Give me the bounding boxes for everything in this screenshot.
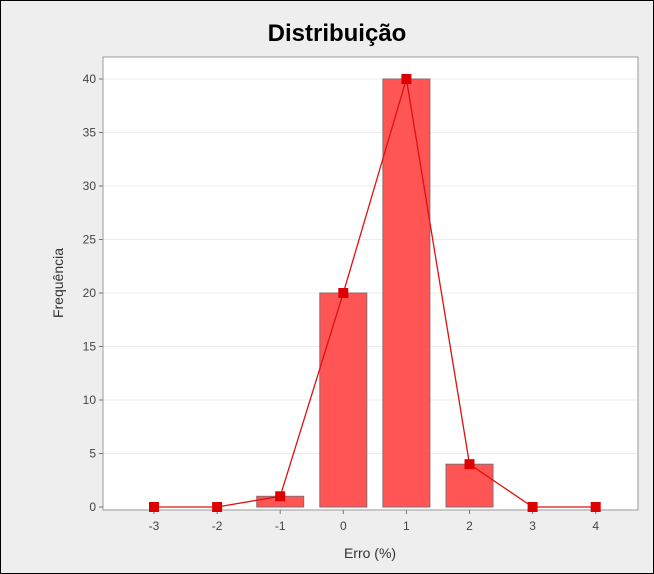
x-tick-label: -2 xyxy=(212,519,223,533)
line-series xyxy=(149,74,601,512)
y-tick-label: 10 xyxy=(83,393,97,407)
grid-lines xyxy=(104,78,637,454)
line-marker-3 xyxy=(527,502,538,512)
line-marker-2 xyxy=(464,459,475,470)
y-tick-label: 30 xyxy=(83,179,97,193)
bar-0 xyxy=(319,292,368,508)
x-tick-label: 0 xyxy=(340,519,347,533)
line-marker--1 xyxy=(275,491,286,502)
bar-1 xyxy=(382,78,431,508)
y-tick-label: 0 xyxy=(89,500,96,514)
y-tick-label: 25 xyxy=(83,233,97,247)
y-tick-label: 20 xyxy=(83,286,97,300)
y-axis: 0 5 10 15 20 25 30 35 40 xyxy=(83,72,103,514)
series-line xyxy=(154,78,596,508)
line-marker-4 xyxy=(590,502,601,512)
x-axis-label: Erro (%) xyxy=(344,545,396,561)
line-marker-0 xyxy=(338,288,349,298)
line-marker--2 xyxy=(212,502,223,512)
y-tick-label: 5 xyxy=(89,447,96,461)
y-tick-label: 35 xyxy=(83,126,97,140)
x-tick-label: 2 xyxy=(466,519,473,533)
x-axis: -3 -2 -1 0 1 2 3 4 xyxy=(149,510,599,533)
x-tick-label: -1 xyxy=(275,519,286,533)
line-marker--3 xyxy=(149,502,159,512)
bars xyxy=(256,78,494,508)
x-tick-label: 1 xyxy=(403,519,410,533)
y-axis-label: Frequência xyxy=(50,248,66,318)
x-tick-label: -3 xyxy=(149,519,160,533)
y-tick-label: 40 xyxy=(83,72,97,86)
line-marker-1 xyxy=(401,74,412,84)
y-tick-label: 15 xyxy=(83,340,97,354)
chart-title: Distribuição xyxy=(268,20,407,47)
plot-area xyxy=(102,56,639,511)
bar-2 xyxy=(445,463,494,508)
x-tick-label: 4 xyxy=(592,519,599,533)
x-tick-label: 3 xyxy=(529,519,536,533)
